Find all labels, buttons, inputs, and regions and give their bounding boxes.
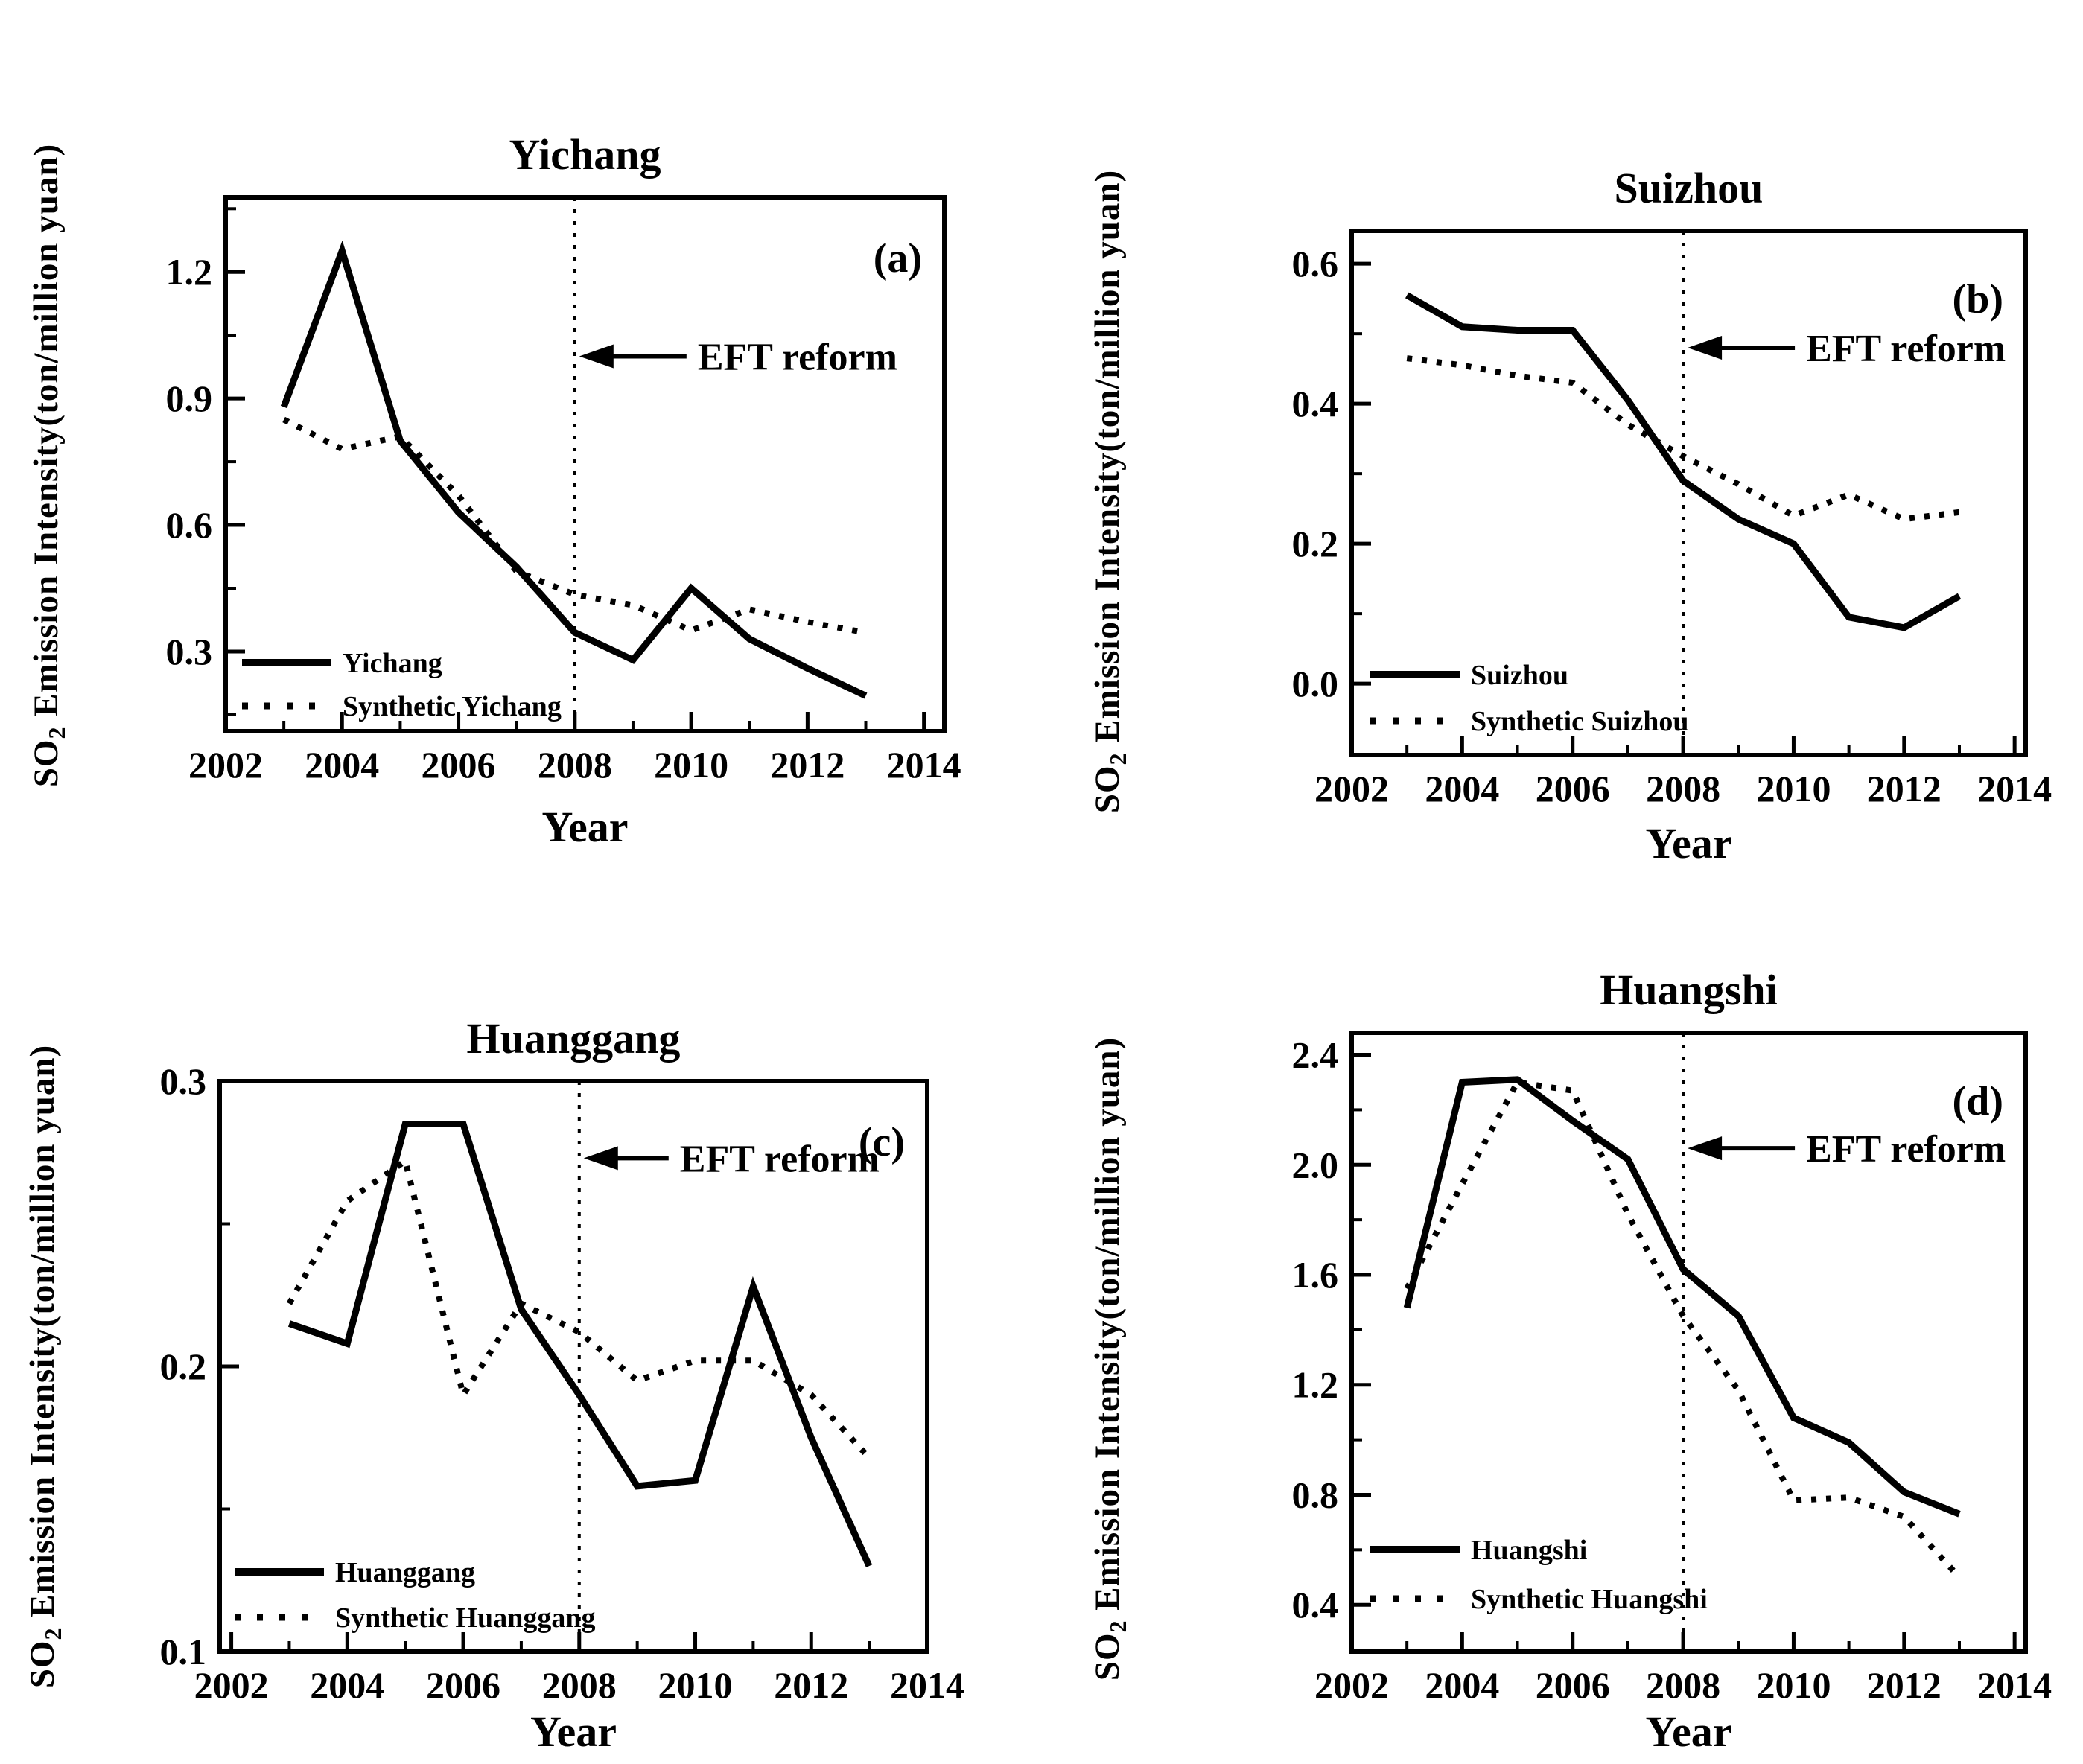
x-tick-label: 2008 [1646,1664,1720,1706]
x-tick-label: 2010 [1756,768,1831,809]
eft-arrow-head [1688,335,1723,360]
x-tick-label: 2006 [1536,768,1610,809]
x-tick-label: 2004 [1425,1664,1499,1706]
y-tick-label: 0.4 [1292,1584,1339,1626]
y-tick-label: 1.6 [1292,1254,1339,1296]
eft-reform-label: EFT reform [1806,1128,2006,1171]
eft-arrow-head [1688,1136,1723,1161]
chart-huangshi-canvas: 0.4 0.8 1.2 1.6 2.0 2.4 2002 2004 2006 2008 2010 20… [1292,966,2052,1756]
series-dotted [1406,355,1960,523]
legend-label-dotted: Synthetic Huangshi [1471,1584,1708,1615]
x-tick-label: 2008 [542,1664,617,1706]
chart-suizhou-canvas: 0.0 0.2 0.4 0.6 2002 2004 2006 2008 2010 2012 2014… [1292,164,2052,867]
x-axis-label: Year [1646,819,1732,867]
x-tick-label: 2012 [770,744,845,786]
legend-label-dotted: Synthetic Yichang [343,691,562,722]
x-tick-label: 2012 [1867,1664,1942,1706]
panel-title: Yichang [509,130,661,179]
x-tick-label: 2012 [1867,768,1942,809]
panel-title: Huangshi [1600,966,1778,1014]
y-tick-label: 1.2 [1292,1364,1339,1406]
series-dotted [282,416,867,636]
y-tick-label: 2.0 [1292,1144,1339,1185]
panel-letter: (b) [1953,276,2003,322]
legend-label-solid: Suizhou [1471,660,1568,691]
x-tick-label: 2002 [194,1664,269,1706]
plot-box [223,195,947,733]
series-solid [1405,292,1962,631]
y-tick-label: 0.2 [160,1346,207,1387]
x-tick-label: 2006 [426,1664,500,1706]
eft-arrow-head [579,344,614,369]
series-dotted [286,1156,872,1460]
x-axis-label: Year [1646,1707,1732,1756]
x-tick-label: 2014 [890,1664,964,1706]
x-tick-label: 2002 [188,744,263,786]
series-solid [1403,1076,1961,1518]
y-tick-label: 0.3 [160,1060,207,1102]
panel-title: Suizhou [1615,164,1764,212]
x-axis-label: Year [530,1707,617,1756]
x-tick-label: 2008 [1646,768,1720,809]
y-tick-label: 0.6 [1292,243,1339,284]
x-axis-label: Year [542,803,629,851]
x-tick-label: 2010 [1756,1664,1831,1706]
panel-letter: (c) [859,1119,905,1165]
eft-reform-label: EFT reform [1806,328,2006,370]
x-tick-label: 2004 [305,744,379,786]
x-tick-label: 2006 [1536,1664,1610,1706]
series-dotted [1404,1079,1962,1579]
panel-a: SO2 Emission Intensity(ton/million yuan)… [0,0,1041,882]
x-tick-label: 2012 [774,1664,848,1706]
panel-d: SO2 Emission Intensity(ton/million yuan)… [1043,882,2083,1764]
plot-box [1349,1031,2028,1654]
x-tick-label: 2002 [1314,768,1389,809]
y-tick-label: 0.8 [1292,1474,1339,1515]
y-tick-label: 0.4 [1292,383,1339,424]
plot-box [1349,229,2028,757]
eft-arrow-head [583,1146,618,1171]
chart-huanggang-canvas: 0.1 0.2 0.3 2002 2004 2006 2008 2010 2012 2014 Hua… [160,1014,965,1756]
y-tick-label: 0.3 [166,631,213,672]
series-solid [287,1121,873,1567]
eft-reform-label: EFT reform [698,337,897,379]
legend-label-dotted: Synthetic Suizhou [1471,706,1688,737]
y-tick-label: 0.1 [160,1631,207,1672]
legend-label-solid: Huanggang [335,1557,475,1588]
x-tick-label: 2014 [887,744,961,786]
legend-label-dotted: Synthetic Huanggang [335,1602,595,1634]
panel-title: Huanggang [467,1014,681,1063]
x-tick-label: 2008 [538,744,612,786]
x-tick-label: 2004 [1425,768,1499,809]
y-tick-label: 0.6 [166,504,213,546]
x-tick-label: 2002 [1314,1664,1389,1706]
panel-letter: (d) [1953,1078,2003,1124]
panel-c: SO2 Emission Intensity(ton/million yuan)… [0,882,1041,1764]
chart-yichang-canvas: 0.3 0.6 0.9 1.2 2002 2004 2006 2008 2010 2012 2014… [166,130,961,851]
eft-reform-label: EFT reform [680,1138,880,1180]
y-tick-label: 2.4 [1292,1034,1339,1076]
y-tick-label: 0.2 [1292,523,1339,564]
x-tick-label: 2014 [1977,768,2052,809]
y-tick-label: 0.9 [166,378,213,419]
x-tick-label: 2010 [658,1664,733,1706]
x-tick-label: 2006 [422,744,496,786]
y-tick-label: 1.2 [166,251,213,293]
x-tick-label: 2010 [654,744,728,786]
panel-b: SO2 Emission Intensity(ton/million yuan)… [1043,0,2083,882]
legend-label-solid: Yichang [343,648,442,679]
series-solid [280,240,868,699]
panel-letter: (a) [874,235,922,281]
x-tick-label: 2004 [310,1664,384,1706]
x-tick-label: 2014 [1977,1664,2052,1706]
legend-label-solid: Huangshi [1471,1535,1587,1566]
y-tick-label: 0.0 [1292,663,1339,704]
